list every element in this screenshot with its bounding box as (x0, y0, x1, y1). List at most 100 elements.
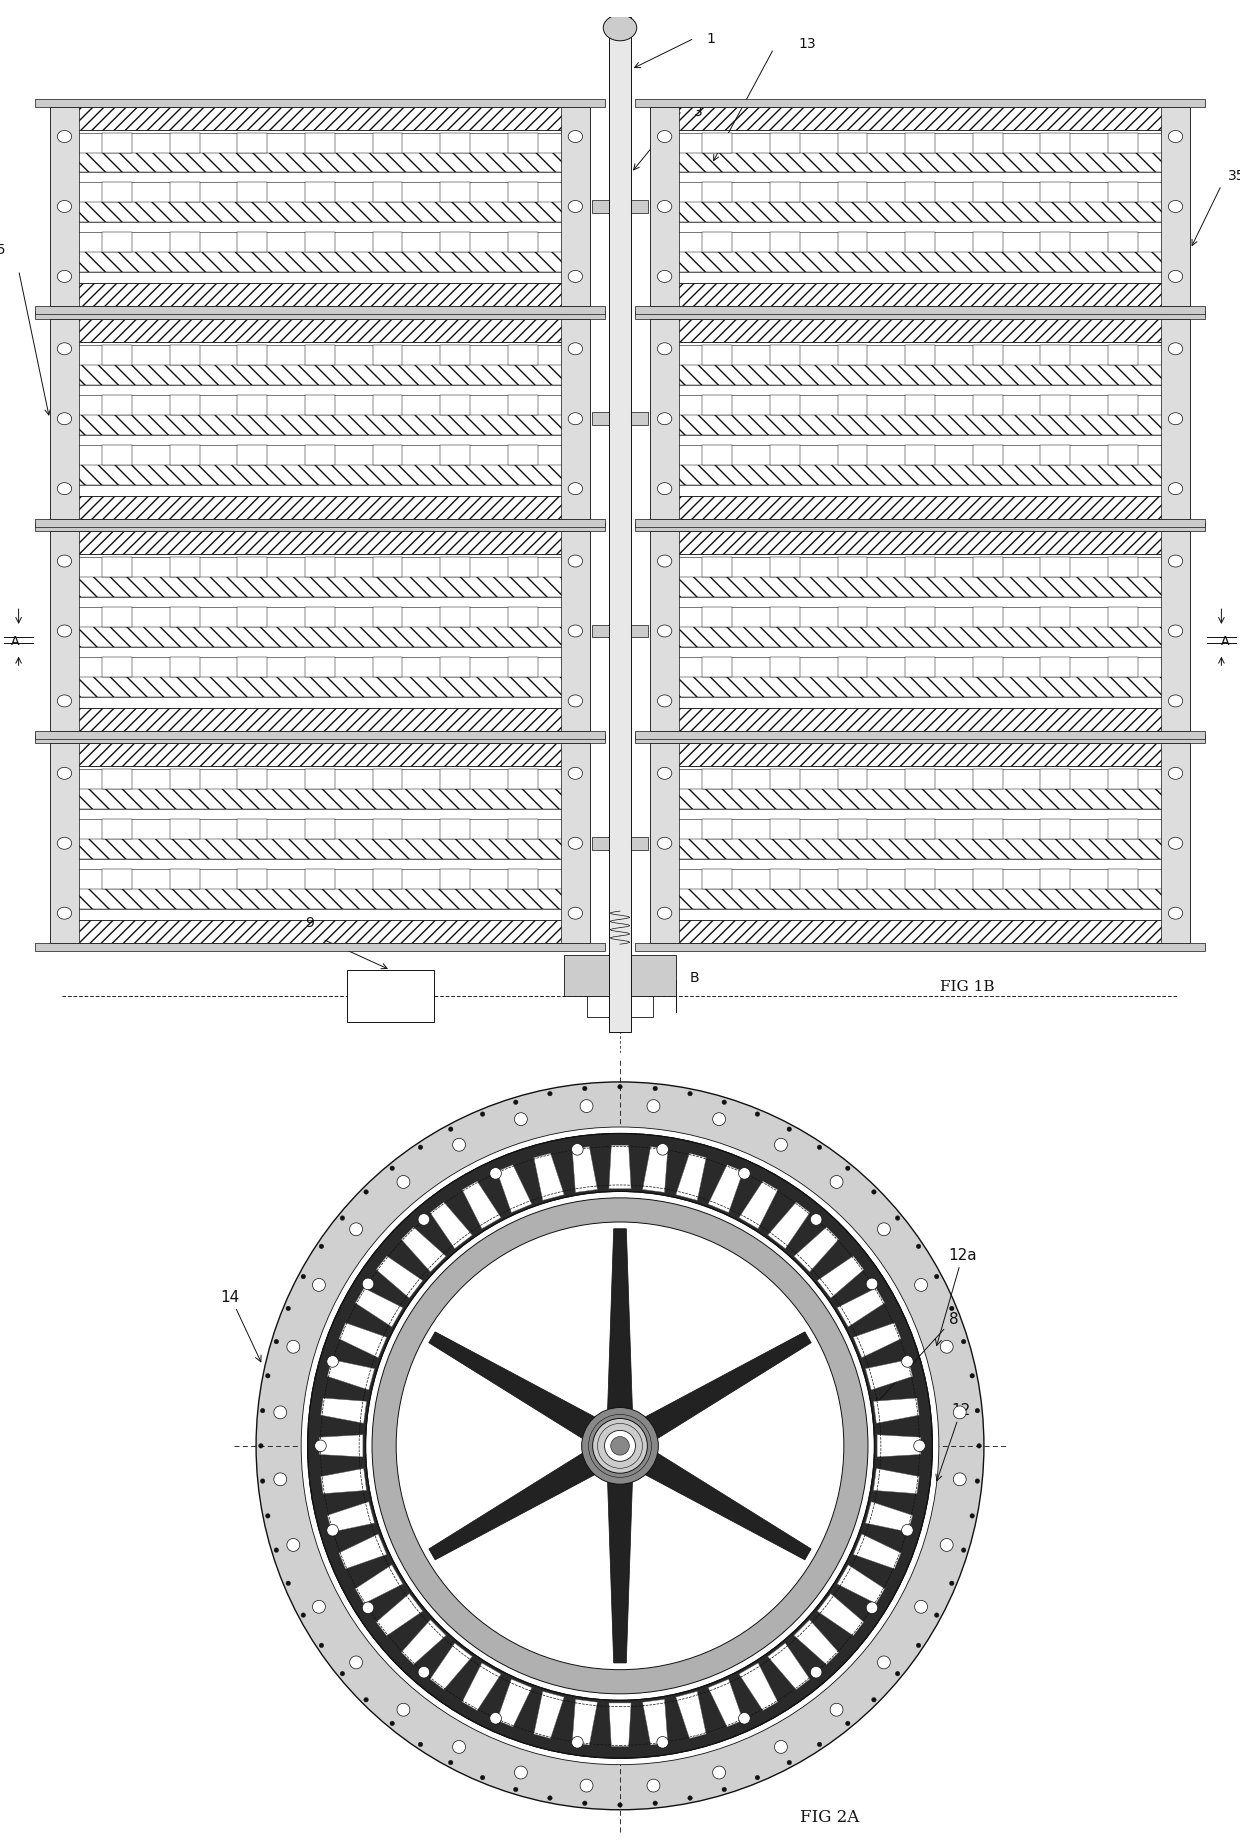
Bar (650, 497, 1190, 519)
Circle shape (568, 907, 583, 920)
Bar (1040, 233, 1070, 253)
Bar (650, 920, 1190, 944)
Bar (838, 658, 867, 678)
Bar (50, 745, 590, 944)
Circle shape (568, 201, 583, 213)
Circle shape (301, 1275, 305, 1279)
Bar (170, 133, 200, 153)
Bar (373, 346, 402, 366)
Bar (170, 870, 200, 889)
Circle shape (954, 1406, 966, 1419)
Circle shape (340, 1216, 345, 1222)
Polygon shape (837, 1288, 884, 1327)
Circle shape (568, 556, 583, 567)
Bar (305, 233, 335, 253)
Polygon shape (376, 1593, 423, 1635)
Bar (373, 821, 402, 839)
Circle shape (260, 1408, 265, 1414)
Bar (905, 346, 935, 366)
Bar (50, 920, 590, 944)
Bar (50, 708, 590, 732)
Circle shape (1168, 907, 1183, 920)
Text: FIG 1B: FIG 1B (940, 979, 994, 992)
Circle shape (611, 1436, 629, 1456)
Bar (440, 183, 470, 203)
Circle shape (811, 1667, 822, 1678)
Bar (1040, 608, 1070, 628)
Bar (71, 889, 569, 909)
Bar (770, 233, 800, 253)
Bar (635, 523, 1205, 532)
Bar (1109, 821, 1137, 839)
Bar (905, 183, 935, 203)
Bar (973, 183, 1002, 203)
Circle shape (327, 1525, 339, 1536)
Circle shape (453, 1741, 465, 1754)
Bar (508, 133, 537, 153)
Bar (650, 285, 1190, 307)
Circle shape (846, 1166, 851, 1172)
Bar (671, 578, 1169, 597)
Bar (170, 346, 200, 366)
Bar (440, 658, 470, 678)
Polygon shape (642, 1148, 668, 1192)
Polygon shape (320, 1434, 363, 1458)
Polygon shape (794, 1227, 838, 1271)
Circle shape (916, 1244, 921, 1249)
Circle shape (1168, 556, 1183, 567)
Circle shape (350, 1223, 362, 1236)
Circle shape (490, 1713, 501, 1724)
Bar (703, 133, 732, 153)
Bar (35, 523, 605, 532)
Circle shape (817, 1743, 822, 1746)
Circle shape (775, 1138, 787, 1151)
Circle shape (568, 131, 583, 144)
Circle shape (940, 1340, 954, 1353)
Bar (838, 395, 867, 416)
Bar (373, 233, 402, 253)
Circle shape (1168, 131, 1183, 144)
Bar (170, 445, 200, 466)
Text: A: A (1221, 634, 1229, 647)
Text: 3: 3 (694, 105, 703, 118)
Text: A: A (11, 634, 19, 647)
Circle shape (872, 1698, 877, 1702)
Text: 12a: 12a (935, 1247, 977, 1345)
Circle shape (362, 1602, 373, 1613)
Circle shape (389, 1720, 394, 1726)
Bar (508, 771, 537, 789)
Bar (838, 445, 867, 466)
Bar (1161, 320, 1190, 519)
Bar (905, 395, 935, 416)
Text: 9: 9 (305, 915, 315, 930)
Bar (103, 608, 131, 628)
Bar (1040, 445, 1070, 466)
Polygon shape (402, 1227, 446, 1271)
Bar (103, 133, 131, 153)
Bar (440, 821, 470, 839)
Bar (1109, 445, 1137, 466)
Bar (238, 346, 267, 366)
Bar (770, 608, 800, 628)
Circle shape (389, 1166, 394, 1172)
Bar (650, 107, 680, 307)
Circle shape (970, 1514, 975, 1519)
Text: B: B (404, 970, 414, 985)
Polygon shape (708, 1680, 743, 1728)
Circle shape (657, 272, 672, 283)
Bar (50, 497, 590, 519)
Polygon shape (837, 1565, 884, 1604)
Circle shape (319, 1244, 324, 1249)
Bar (508, 445, 537, 466)
Circle shape (961, 1549, 966, 1552)
Bar (650, 745, 680, 944)
Circle shape (301, 1613, 305, 1617)
Circle shape (327, 1356, 339, 1368)
Bar (609, 18, 631, 1033)
Circle shape (315, 1440, 326, 1453)
Circle shape (846, 1720, 851, 1726)
Circle shape (713, 1112, 725, 1125)
Bar (560, 745, 590, 944)
Text: 12: 12 (936, 1403, 971, 1480)
Circle shape (722, 1100, 727, 1105)
